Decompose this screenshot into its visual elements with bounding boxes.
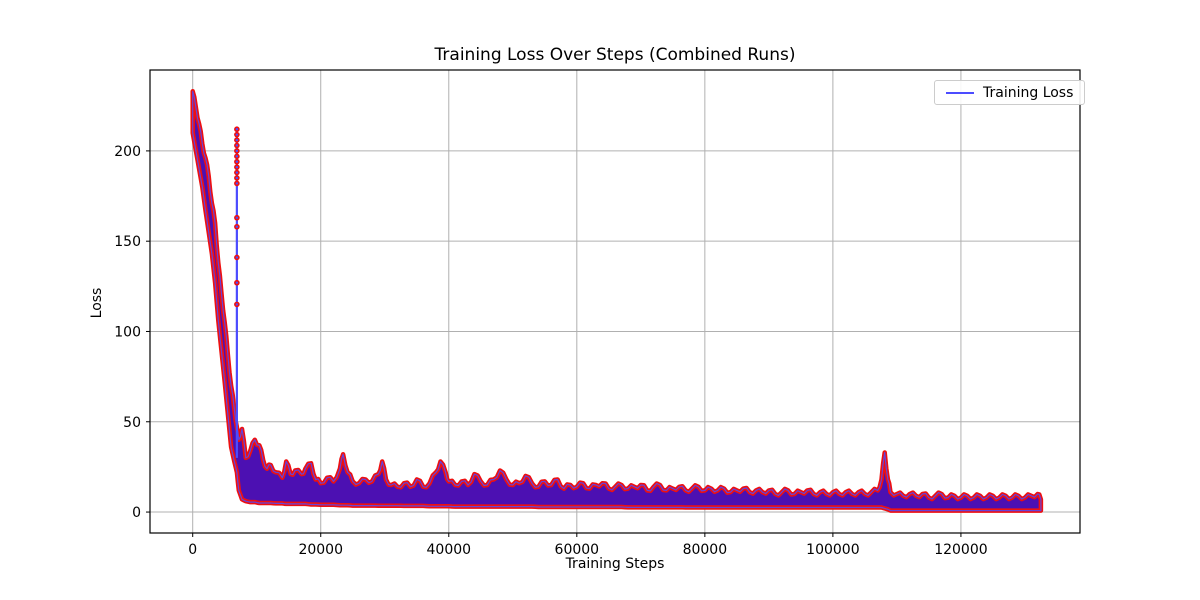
y-tick-label: 0: [132, 505, 141, 521]
x-tick-label: 120000: [934, 542, 987, 558]
plot-border: [149, 69, 1081, 534]
x-tick-label: 100000: [806, 542, 859, 558]
x-tick-label: 20000: [298, 542, 343, 558]
loss-band-line: [192, 90, 1042, 512]
legend-label: Training Loss: [983, 84, 1074, 101]
y-tick-label: 200: [114, 144, 141, 160]
x-tick-label: 40000: [427, 542, 472, 558]
x-axis-label: Training Steps: [565, 556, 665, 572]
y-tick-label: 150: [114, 234, 141, 250]
x-tick-labels: 0 20000 40000 60000 80000 100000 120000: [188, 542, 987, 558]
x-tick-label: 60000: [555, 542, 600, 558]
x-tick-label: 80000: [683, 542, 728, 558]
y-tick-label: 50: [123, 415, 141, 431]
grid-lines: [150, 70, 1080, 533]
legend: Training Loss: [934, 80, 1086, 105]
y-tick-labels: 0 50 100 150 200: [114, 144, 141, 521]
axis-ticks: [146, 150, 962, 537]
y-axis-label: Loss: [89, 287, 105, 319]
y-tick-label: 100: [114, 324, 141, 340]
x-tick-label: 0: [188, 542, 197, 558]
chart-title: Training Loss Over Steps (Combined Runs): [434, 45, 796, 65]
loss-spike: [234, 126, 240, 458]
loss-band: [190, 89, 1044, 513]
legend-line-swatch: [946, 91, 974, 94]
